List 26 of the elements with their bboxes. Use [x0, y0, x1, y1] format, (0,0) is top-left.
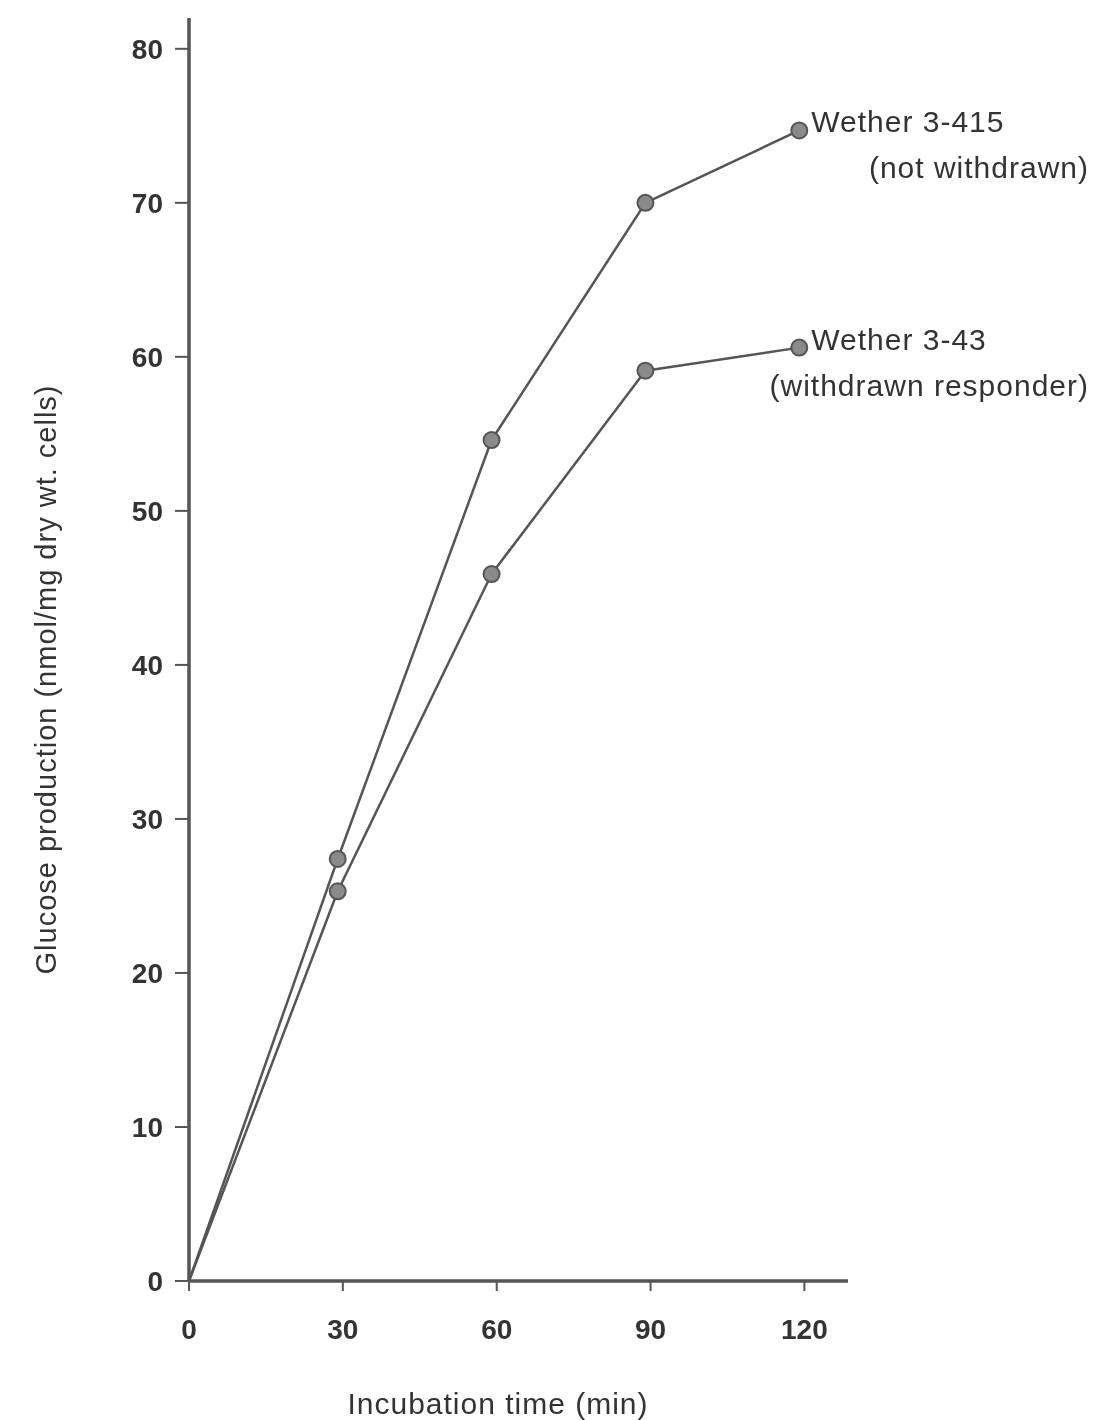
y-tick-label: 60 [131, 341, 163, 373]
x-tick-label: 30 [327, 1314, 359, 1345]
x-tick-label: 120 [781, 1314, 828, 1345]
x-tick-label: 60 [481, 1314, 513, 1345]
y-tick-label: 10 [131, 1111, 163, 1143]
y-tick-label: 40 [131, 649, 163, 681]
y-tick-label: 0 [147, 1266, 163, 1297]
point [790, 338, 809, 357]
point [482, 565, 501, 584]
y-tick-label: 30 [131, 803, 163, 835]
x-axis-title: Incubation time (min) [347, 1387, 649, 1420]
point [636, 361, 655, 380]
point [328, 882, 347, 901]
y-tick-label: 20 [131, 957, 163, 989]
y-tick-label: 70 [131, 187, 163, 219]
point [482, 431, 501, 450]
point [328, 849, 347, 868]
point [636, 193, 655, 212]
series-label: Wether 3-415 (not withdrawn) [811, 105, 1089, 185]
x-tick-label: 90 [634, 1314, 667, 1345]
y-tick-label: 50 [131, 495, 163, 527]
y-axis-title: Glucose production (nmol/mg dry wt. cells) [30, 384, 62, 975]
point [790, 121, 809, 140]
x-tick-label: 0 [181, 1314, 197, 1345]
series-label: Wether 3-43 (withdrawn responder) [769, 322, 1089, 402]
y-tick-label: 80 [131, 33, 163, 65]
